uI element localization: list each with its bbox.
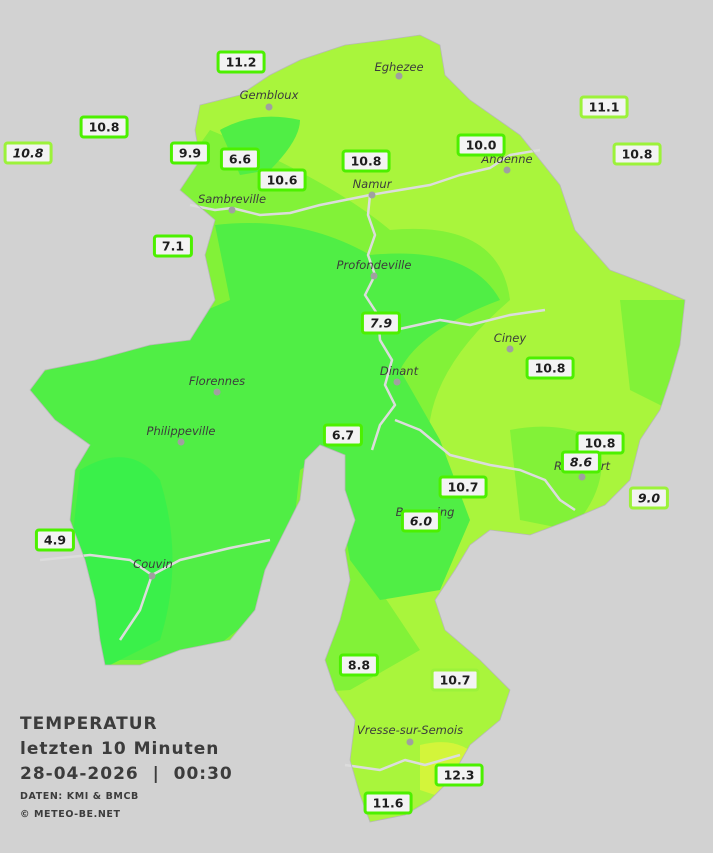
- station-value-s18: 9.0: [628, 486, 670, 510]
- town-label-florennes: Florennes: [189, 374, 245, 388]
- river-couvin-south: [118, 574, 154, 641]
- legend-title: TEMPERATUR: [20, 714, 158, 734]
- station-value-s05: 6.6: [219, 147, 261, 171]
- station-value-s17: 10.7: [438, 475, 488, 499]
- town-marker-gembloux: [265, 103, 273, 111]
- town-label-profondeville: Profondeville: [337, 258, 412, 272]
- station-value-s23: 12.3: [434, 763, 484, 787]
- station-value-s08: 10.0: [456, 133, 506, 157]
- station-value-s12: 7.9: [360, 311, 402, 335]
- town-marker-namur: [368, 191, 376, 199]
- station-value-s21: 8.8: [338, 653, 380, 677]
- station-value-s19: 6.0: [400, 509, 442, 533]
- station-value-s09: 11.1: [579, 95, 629, 119]
- town-label-eghezee: Eghezee: [374, 60, 423, 74]
- river-semois: [344, 753, 461, 772]
- town-marker-couvin: [148, 572, 156, 580]
- station-value-s11: 7.1: [152, 234, 194, 258]
- station-value-s06: 10.6: [257, 168, 307, 192]
- town-label-gembloux: Gembloux: [240, 88, 299, 102]
- station-value-s10: 10.8: [612, 142, 662, 166]
- town-label-ciney: Ciney: [494, 331, 527, 345]
- legend-sources: DATEN: KMI & BMCB: [20, 791, 139, 802]
- town-label-namur: Namur: [353, 177, 393, 191]
- station-value-s16: 8.6: [560, 450, 602, 474]
- town-marker-ciney: [506, 345, 514, 353]
- map-legend: TEMPERATUR letzten 10 Minuten 28-04-2026…: [20, 712, 233, 823]
- station-value-s04: 9.9: [169, 141, 211, 165]
- station-value-s20: 4.9: [34, 528, 76, 552]
- town-markers: [148, 72, 586, 746]
- province-border: [29, 34, 686, 823]
- town-marker-profondeville: [370, 272, 378, 280]
- town-label-sambreville: Sambreville: [198, 192, 266, 206]
- station-value-s03: 10.8: [3, 141, 53, 165]
- river-lesse: [394, 418, 576, 512]
- town-marker-andenne: [503, 166, 511, 174]
- town-marker-philippeville: [177, 438, 185, 446]
- river-bocq: [394, 308, 546, 332]
- station-value-s01: 11.2: [216, 50, 266, 74]
- station-value-s22: 10.7: [430, 668, 480, 692]
- station-value-s14: 6.7: [322, 423, 364, 447]
- legend-datetime: 28-04-2026 | 00:30: [20, 764, 233, 784]
- station-value-s24: 11.6: [363, 791, 413, 815]
- station-value-s13: 10.8: [525, 356, 575, 380]
- town-marker-dinant: [393, 378, 401, 386]
- town-label-vresse: Vresse-sur-Semois: [357, 723, 463, 737]
- legend-copyright: © METEO-BE.NET: [20, 809, 121, 820]
- town-marker-eghezee: [395, 72, 403, 80]
- town-marker-florennes: [213, 388, 221, 396]
- town-marker-vresse: [406, 738, 414, 746]
- station-value-s07: 10.8: [341, 149, 391, 173]
- station-value-s02: 10.8: [79, 115, 129, 139]
- town-marker-rochefort: [578, 473, 586, 481]
- legend-period: letzten 10 Minuten: [20, 739, 220, 759]
- town-label-dinant: Dinant: [380, 364, 419, 378]
- river-sambre-meuse: [189, 148, 541, 217]
- town-marker-sambreville: [228, 206, 236, 214]
- town-label-couvin: Couvin: [133, 557, 173, 571]
- town-label-philippeville: Philippeville: [147, 424, 216, 438]
